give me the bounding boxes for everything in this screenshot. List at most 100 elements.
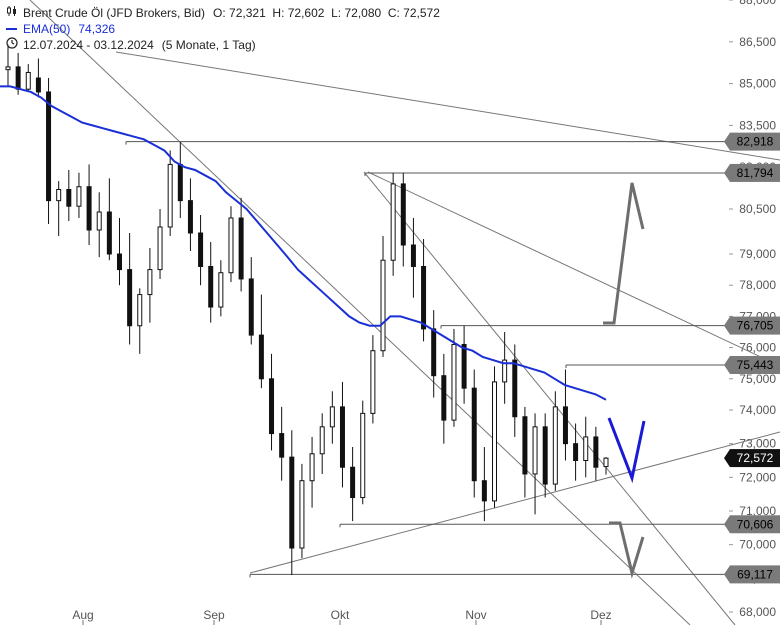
candle-body	[319, 426, 325, 455]
ema-line	[0, 85, 607, 401]
candle-body	[137, 294, 143, 327]
candle-body	[177, 163, 183, 202]
legend-date-range: 12.07.2024 - 03.12.2024	[23, 38, 154, 52]
candle-body	[573, 443, 579, 461]
candle-body	[299, 480, 305, 549]
level-tag	[730, 565, 780, 584]
trend-line	[29, 0, 691, 625]
y-tick-label: 79,000	[739, 247, 776, 261]
candle-body	[593, 436, 599, 468]
candle-body	[603, 457, 609, 468]
candle-body	[86, 186, 92, 231]
level-tag	[730, 355, 780, 374]
candle-body	[329, 406, 335, 428]
clock-icon	[6, 37, 19, 53]
candle-body	[471, 387, 477, 482]
level-label: 82,918	[737, 135, 774, 149]
candle-body	[502, 359, 508, 383]
y-tick-label: 83,500	[739, 118, 776, 132]
last-price-pointer	[724, 449, 730, 468]
candle-body	[451, 343, 457, 421]
candle-body	[167, 163, 173, 228]
trend-line	[367, 171, 780, 367]
legend-instrument: Brent Crude Öl (JFD Brokers, Bid)	[23, 6, 206, 20]
candle-body	[208, 265, 214, 308]
candle-body	[350, 466, 356, 499]
y-tick-label: 78,000	[739, 278, 776, 292]
trend-line	[249, 431, 780, 574]
candle-body	[481, 480, 487, 502]
legend-instrument-row: Brent Crude Öl (JFD Brokers, Bid) O: 72,…	[6, 5, 440, 21]
candle-body	[238, 217, 244, 280]
level-tag	[730, 515, 780, 534]
y-tick-label: 72,000	[739, 470, 776, 484]
candle-body	[66, 188, 72, 207]
candle-body	[522, 416, 528, 475]
last-price-tag	[730, 449, 780, 468]
candle-body	[431, 328, 437, 377]
candlestick-icon	[6, 5, 19, 21]
candle-body	[147, 269, 153, 296]
ema-swatch	[6, 28, 17, 30]
level-tag-pointer	[724, 316, 730, 335]
candle-body	[35, 77, 41, 93]
candle-body	[218, 272, 224, 308]
chart-legend: Brent Crude Öl (JFD Brokers, Bid) O: 72,…	[6, 5, 440, 53]
candle-body	[228, 217, 234, 274]
candle-body	[370, 350, 376, 414]
level-label: 81,794	[737, 166, 774, 180]
y-tick-label: 85,000	[739, 77, 776, 91]
level-tag-pointer	[724, 565, 730, 584]
x-tick-label: Aug	[72, 608, 93, 622]
level-label: 70,606	[737, 517, 774, 531]
y-tick-label: 80,500	[739, 202, 776, 216]
level-tag	[730, 132, 780, 151]
candle-body	[421, 265, 427, 330]
y-tick-label: 76,000	[739, 341, 776, 355]
legend-ema-value: 74,326	[78, 22, 116, 36]
trend-line	[115, 51, 780, 161]
candle-body	[106, 211, 112, 255]
level-label: 69,117	[737, 567, 773, 581]
candle-body	[400, 183, 406, 246]
candle-body	[583, 436, 589, 461]
x-tick-label: Dez	[590, 608, 611, 622]
candle-body	[127, 269, 133, 327]
legend-range-row: 12.07.2024 - 03.12.2024 (5 Monate, 1 Tag…	[6, 37, 440, 53]
candle-body	[269, 378, 275, 435]
y-tick-label: 75,000	[739, 372, 776, 386]
candle-body	[360, 412, 366, 499]
candle-body	[441, 375, 447, 421]
candle-body	[390, 183, 396, 261]
candle-body	[380, 259, 386, 352]
trend-line	[363, 171, 736, 625]
level-tag-pointer	[724, 163, 730, 182]
candle-body	[512, 359, 518, 418]
last-price-label: 72,572	[737, 451, 774, 465]
level-tag-pointer	[724, 355, 730, 374]
candle-body	[309, 453, 315, 482]
candle-body	[96, 211, 102, 231]
candle-body	[157, 226, 163, 271]
legend-ohlc: O: 72,321 H: 72,602 L: 72,080 C: 72,572	[213, 6, 440, 20]
candle-body	[552, 406, 558, 485]
x-tick-label: Sep	[203, 608, 225, 622]
level-tag	[730, 163, 780, 182]
candle-body	[258, 334, 264, 380]
x-tick-label: Okt	[331, 608, 350, 622]
x-tick-label: Nov	[465, 608, 486, 622]
candle-body	[339, 406, 345, 468]
y-tick-label: 74,000	[739, 403, 776, 417]
candle-body	[46, 91, 52, 202]
candle-body	[289, 456, 295, 549]
level-tag	[730, 316, 780, 335]
y-tick-label: 71,000	[739, 504, 776, 518]
legend-ema-label: EMA(50)	[23, 22, 71, 36]
candle-body	[461, 343, 467, 389]
level-tag-pointer	[724, 132, 730, 151]
candle-body	[187, 200, 193, 234]
candle-body	[410, 244, 416, 267]
candle-body	[116, 253, 122, 271]
candle-body	[5, 66, 11, 71]
